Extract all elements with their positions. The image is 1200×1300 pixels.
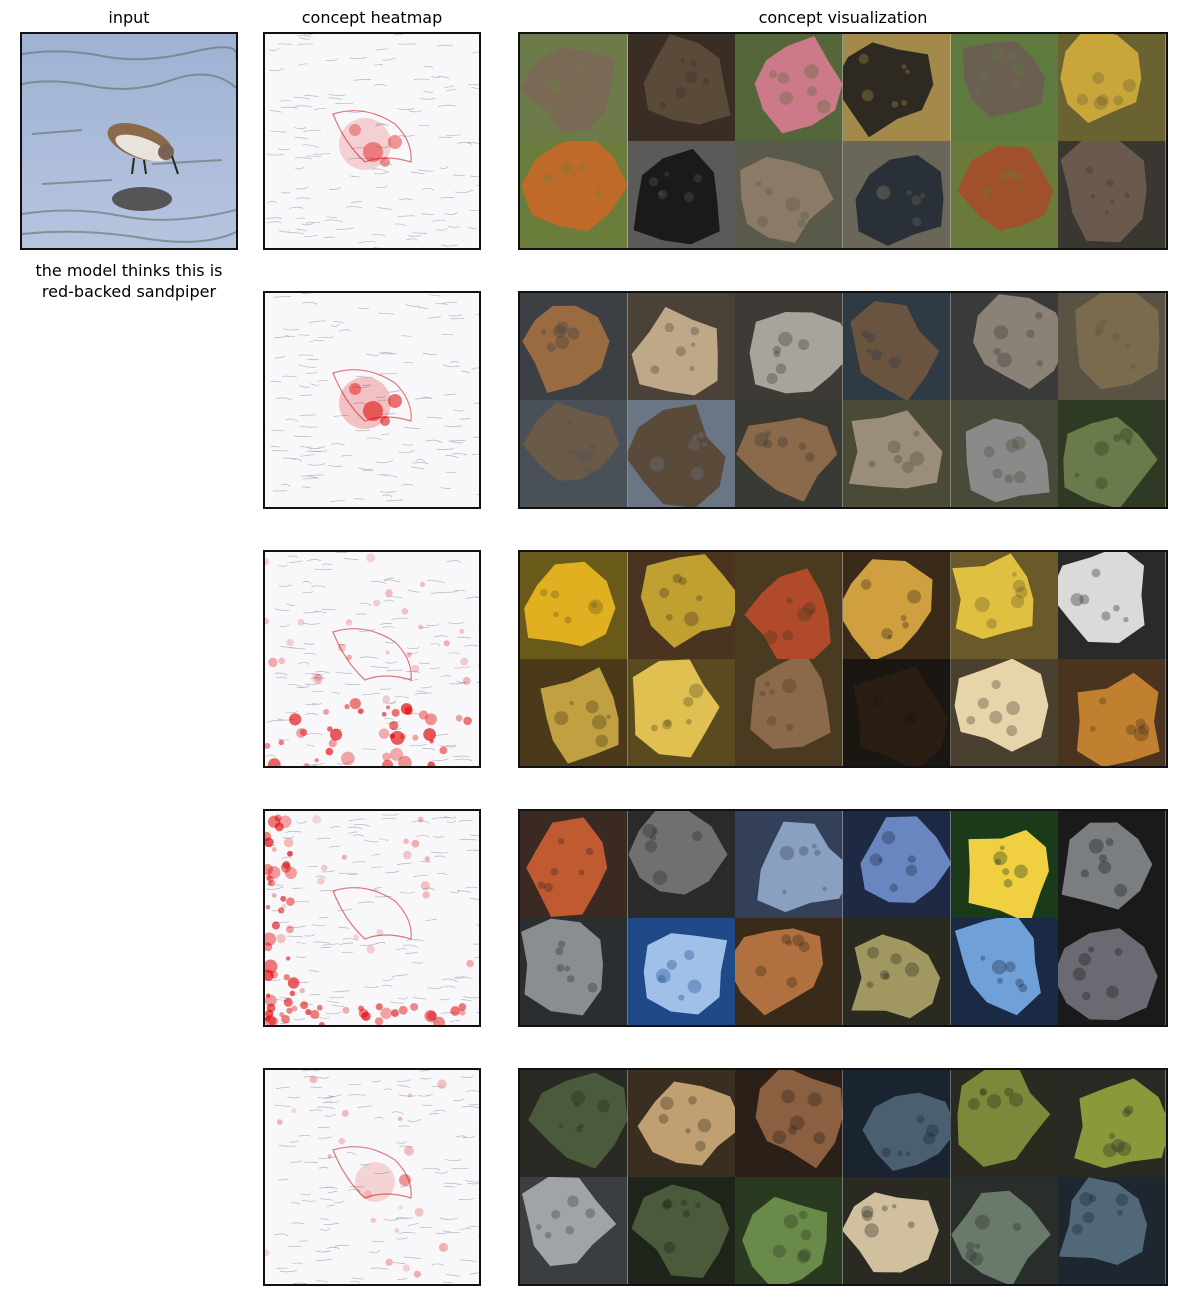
concept-1-patch-11 [950, 141, 1059, 248]
concept-heatmap-3 [263, 550, 481, 768]
concept-3-patch-6 [1058, 552, 1166, 659]
concept-3-patch-8 [627, 659, 736, 766]
concept-4-patch-2 [627, 811, 736, 918]
heatmap-5-canvas [265, 1070, 479, 1284]
concept-5-patch-8 [627, 1177, 736, 1284]
concept-2-patch-5 [950, 293, 1059, 400]
concept-visualization-2 [518, 291, 1168, 509]
concept-4-patch-6 [1058, 811, 1166, 918]
heatmap-4-canvas [265, 814, 479, 1025]
concept-4-patch-4 [842, 811, 951, 918]
concept-5-patch-1 [520, 1070, 628, 1177]
concept-visualization-3 [518, 550, 1168, 768]
concept-2-patch-4 [842, 293, 951, 400]
concept-1-patch-3 [735, 34, 843, 141]
concept-2-patch-11 [950, 400, 1059, 507]
concept-5-patch-12 [1058, 1177, 1166, 1284]
concept-2-patch-6 [1058, 293, 1166, 400]
concept-2-patch-1 [520, 293, 628, 400]
concept-1-patch-6 [1058, 34, 1166, 141]
concept-2-patch-12 [1058, 400, 1166, 507]
concept-4-patch-9 [735, 918, 843, 1025]
heatmap-2-canvas [270, 293, 479, 503]
concept-3-patch-7 [520, 659, 628, 766]
concept-5-patch-2 [627, 1070, 736, 1177]
concept-1-patch-4 [842, 34, 951, 141]
sandpiper-photo [22, 34, 236, 248]
concept-2-patch-7 [520, 400, 628, 507]
concept-3-patch-3 [735, 552, 843, 659]
concept-1-patch-1 [520, 34, 628, 141]
concept-3-patch-5 [950, 552, 1059, 659]
concept-4-patch-8 [627, 918, 736, 1025]
concept-1-patch-5 [950, 34, 1059, 141]
concept-3-patch-10 [842, 659, 951, 766]
concept-5-patch-11 [950, 1177, 1059, 1284]
concept-2-patch-9 [735, 400, 843, 507]
concept-2-patch-8 [627, 400, 736, 507]
concept-2-patch-3 [735, 293, 843, 400]
concept-4-patch-7 [520, 918, 628, 1025]
concept-4-patch-11 [950, 918, 1059, 1025]
concept-5-patch-10 [842, 1177, 951, 1284]
concept-4-patch-10 [842, 918, 951, 1025]
concept-5-patch-6 [1058, 1070, 1166, 1177]
concept-heatmap-header: concept heatmap [301, 8, 443, 27]
concept-5-patch-9 [735, 1177, 843, 1284]
concept-3-patch-2 [627, 552, 736, 659]
concept-heatmap-2 [263, 291, 481, 509]
concept-3-patch-11 [950, 659, 1059, 766]
concept-visualization-5 [518, 1068, 1168, 1286]
concept-5-patch-7 [520, 1177, 628, 1284]
concept-visualization-1 [518, 32, 1168, 250]
concept-5-patch-5 [950, 1070, 1059, 1177]
concept-4-patch-12 [1058, 918, 1166, 1025]
concept-4-patch-3 [735, 811, 843, 918]
concept-visualization-header: concept visualization [758, 8, 928, 27]
concept-5-patch-4 [842, 1070, 951, 1177]
concept-4-patch-1 [520, 811, 628, 918]
input-image [20, 32, 238, 250]
input-header: input [108, 8, 150, 27]
concept-3-patch-1 [520, 552, 628, 659]
concept-1-patch-2 [627, 34, 736, 141]
concept-5-patch-3 [735, 1070, 843, 1177]
concept-visualization-4 [518, 809, 1168, 1027]
concept-3-patch-12 [1058, 659, 1166, 766]
heatmap-1-canvas [266, 34, 479, 248]
concept-1-patch-12 [1058, 141, 1166, 248]
concept-1-patch-9 [735, 141, 843, 248]
concept-2-patch-10 [842, 400, 951, 507]
concept-3-patch-9 [735, 659, 843, 766]
heatmap-3-canvas [265, 552, 479, 766]
concept-1-patch-10 [842, 141, 951, 248]
prediction-caption: the model thinks this is red-backed sand… [35, 261, 223, 301]
concept-4-patch-5 [950, 811, 1059, 918]
concept-1-patch-8 [627, 141, 736, 248]
concept-heatmap-1 [263, 32, 481, 250]
concept-heatmap-4 [263, 809, 481, 1027]
concept-1-patch-7 [520, 141, 628, 248]
concept-heatmap-5 [263, 1068, 481, 1286]
concept-3-patch-4 [842, 552, 951, 659]
concept-2-patch-2 [627, 293, 736, 400]
